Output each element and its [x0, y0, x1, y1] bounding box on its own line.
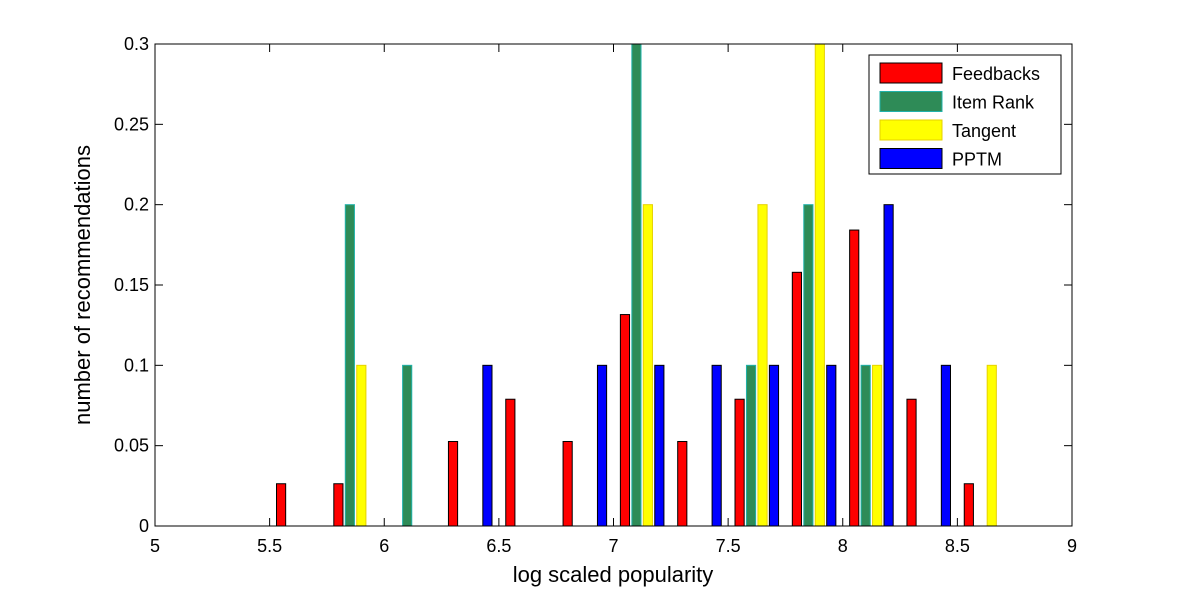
bar-item-rank-10: [745, 364, 757, 527]
y-axis: 0 0.05 0.1 0.15 0.2 0.25 0.3: [114, 34, 1072, 536]
bar-feedbacks-5: [447, 440, 459, 527]
x-tick-label: 5.5: [257, 536, 282, 556]
bar-tangent-3: [356, 364, 367, 527]
bar-feedbacks-12: [849, 229, 860, 527]
legend-swatch-tangent: [879, 119, 943, 141]
bar-feedbacks-9: [677, 440, 688, 527]
bar-pptm-8: [654, 364, 665, 527]
bar-pptm-13: [940, 364, 952, 527]
bar-tangent-12: [872, 364, 883, 527]
x-axis-label: log scaled popularity: [513, 562, 714, 587]
bar-feedbacks-3: [333, 483, 344, 527]
x-tick-label: 6: [379, 536, 389, 556]
legend-swatch-feedbacks: [879, 62, 943, 84]
y-tick-label: 0.2: [124, 195, 149, 215]
bar-feedbacks-10: [734, 398, 745, 527]
bar-item-rank-3: [344, 204, 355, 527]
x-tick-label: 7.5: [716, 536, 741, 556]
bar-feedbacks-11: [791, 271, 802, 527]
bar-pptm-5: [482, 364, 493, 527]
x-tick-label: 7: [608, 536, 618, 556]
legend-label-tangent: Tangent: [952, 121, 1016, 141]
bar-pptm-11: [826, 364, 837, 527]
legend-label-feedbacks: Feedbacks: [952, 64, 1040, 84]
x-axis: 5 5.5 6 6.5 7 7.5 8 8.5 9: [150, 44, 1077, 556]
bars-layer: [276, 43, 997, 527]
legend-label-item-rank: Item Rank: [952, 93, 1035, 113]
legend: Feedbacks Item Rank Tangent PPTM: [868, 54, 1062, 175]
bar-feedbacks-7: [562, 440, 573, 527]
bar-item-rank-11: [803, 204, 814, 527]
bar-pptm-12: [883, 204, 894, 527]
bar-item-rank-4: [402, 364, 413, 527]
bar-pptm-10: [768, 364, 780, 527]
bar-pptm-7: [596, 364, 608, 527]
legend-swatch-item-rank: [879, 91, 943, 112]
y-tick-label: 0.15: [114, 275, 149, 295]
bar-feedbacks-2: [276, 483, 287, 527]
y-tick-label: 0.25: [114, 114, 149, 134]
legend-swatch-pptm: [879, 148, 943, 169]
y-tick-label: 0: [139, 516, 149, 536]
x-tick-label: 9: [1067, 536, 1077, 556]
y-tick-label: 0.3: [124, 34, 149, 54]
bar-pptm-9: [711, 364, 722, 527]
bar-tangent-10: [757, 204, 768, 527]
x-tick-label: 6.5: [486, 536, 511, 556]
bar-item-rank-8: [631, 43, 642, 527]
y-axis-label: number of recommendations: [70, 145, 95, 425]
bar-item-rank-12: [860, 364, 871, 527]
bar-feedbacks-13: [906, 398, 917, 527]
legend-label-pptm: PPTM: [952, 150, 1002, 170]
y-tick-label: 0.05: [114, 436, 149, 456]
bar-feedbacks-14: [963, 483, 974, 527]
x-tick-label: 8: [838, 536, 848, 556]
y-tick-label: 0.1: [124, 355, 149, 375]
bar-tangent-11: [814, 43, 825, 527]
bar-feedbacks-8: [619, 314, 631, 527]
bar-tangent-14: [986, 364, 997, 527]
bar-feedbacks-6: [505, 398, 516, 527]
x-tick-label: 8.5: [945, 536, 970, 556]
bar-tangent-8: [642, 204, 653, 527]
x-tick-label: 5: [150, 536, 160, 556]
